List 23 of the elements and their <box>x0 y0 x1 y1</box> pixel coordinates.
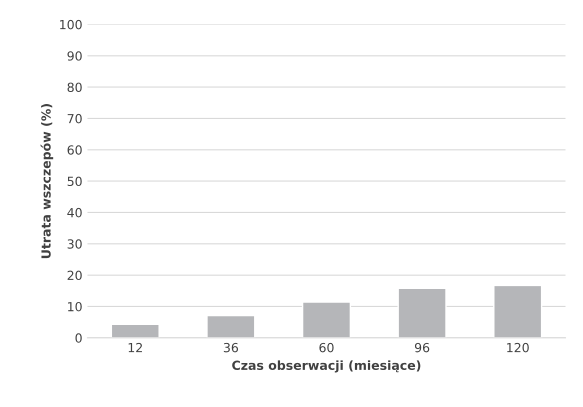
y-tick-label: 80 <box>68 82 82 92</box>
bar <box>493 284 542 338</box>
y-tick-label: 40 <box>67 208 82 218</box>
x-axis-title: Czas obserwacji (miesiące) <box>232 360 420 373</box>
y-tick-label: 60 <box>68 145 82 155</box>
x-tick-label: 12 <box>128 342 142 352</box>
x-tick-label: 36 <box>224 342 238 352</box>
bar <box>302 301 352 338</box>
y-tick-label: 20 <box>68 270 82 280</box>
y-tick-label: 90 <box>67 51 82 61</box>
bar <box>206 314 256 338</box>
y-tick-label: 30 <box>68 239 82 249</box>
x-tick-label: 60 <box>319 342 334 352</box>
y-tick-label: 50 <box>68 176 82 186</box>
bar <box>110 324 160 338</box>
y-tick-label: 0 <box>75 333 82 343</box>
bar <box>397 288 447 338</box>
y-tick-label: 70 <box>68 114 82 124</box>
y-axis-title: Utrata wszczepów (%) <box>40 104 54 258</box>
y-tick-label: 100 <box>60 20 82 30</box>
x-tick-label: 120 <box>507 342 529 352</box>
x-tick-label: 96 <box>414 342 430 352</box>
y-tick-label: 10 <box>68 302 82 312</box>
